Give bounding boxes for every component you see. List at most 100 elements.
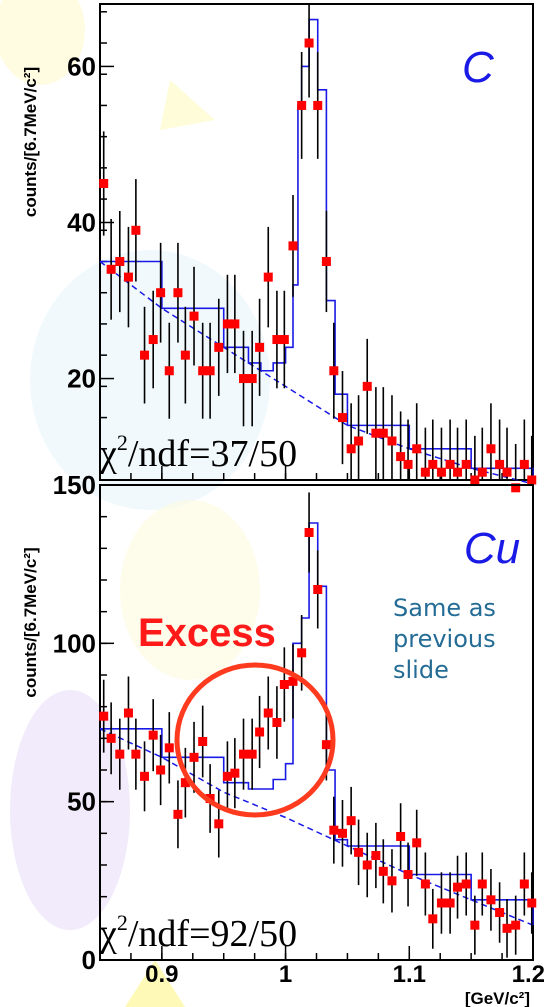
data-point: [99, 711, 109, 721]
data-point: [205, 366, 215, 376]
note-line: previous: [393, 625, 496, 653]
data-point: [164, 366, 174, 376]
data-point: [189, 752, 199, 762]
data-point: [387, 876, 397, 886]
data-point: [396, 832, 406, 841]
data-point: [279, 680, 289, 689]
data-point: [189, 311, 199, 321]
data-point: [272, 335, 282, 345]
data-point: [247, 749, 257, 759]
fit-histogram: [100, 522, 534, 926]
data-point: [428, 914, 438, 924]
chi2-label: χ2/ndf=37/50: [99, 430, 297, 475]
data-point: [511, 920, 521, 930]
panel-label: C: [462, 43, 495, 92]
data-point: [420, 879, 430, 889]
data-point: [527, 475, 537, 485]
panel-carbon: 20 40 60 counts/[6.7MeV/c²] Cχ2/ndf=37/50: [21, 3, 537, 493]
data-point: [371, 428, 381, 438]
data-point: [255, 342, 265, 352]
data-point: [354, 847, 364, 857]
x-tick-label: 1.2: [512, 961, 545, 988]
data-point: [445, 898, 455, 908]
data-point: [247, 374, 257, 384]
data-point: [288, 241, 298, 251]
x-axis-title: [GeV/c²]: [465, 989, 530, 1007]
data-point: [148, 730, 158, 740]
data-point: [230, 768, 240, 778]
data-point: [263, 272, 273, 282]
data-point: [198, 366, 208, 376]
panel-label: Cu: [464, 524, 520, 573]
data-point: [115, 749, 125, 759]
note-line: Same as: [393, 594, 496, 622]
data-point: [239, 374, 249, 384]
data-point: [502, 467, 512, 477]
y-axis-title: counts/[6.7MeV/c²]: [21, 547, 40, 697]
data-point: [99, 178, 109, 188]
data-point: [198, 737, 208, 746]
data-point: [239, 749, 249, 759]
y-tick-label: 100: [53, 628, 96, 658]
data-point: [321, 257, 331, 267]
data-point: [346, 444, 356, 454]
data-point: [304, 38, 314, 48]
data-point: [106, 264, 116, 274]
data-point: [115, 257, 125, 267]
data-point: [156, 765, 166, 775]
data-point: [519, 879, 529, 889]
y-tick-label: 150: [53, 470, 96, 500]
data-point: [180, 778, 190, 788]
data-point: [131, 749, 141, 759]
data-point: [313, 585, 323, 594]
data-point: [453, 467, 463, 477]
note-line: slide: [393, 656, 449, 684]
data-point: [403, 459, 413, 469]
data-point: [428, 459, 438, 469]
y-tick-label: 0: [82, 945, 96, 975]
data-point: [140, 771, 150, 781]
excess-circle: [174, 662, 336, 818]
data-point: [329, 366, 339, 376]
data-point: [180, 350, 190, 360]
data-point: [378, 866, 388, 876]
data-point: [436, 467, 446, 477]
data-point: [255, 727, 265, 737]
data-point: [387, 436, 397, 446]
data-point: [140, 350, 150, 360]
data-point: [164, 743, 174, 753]
data-point: [371, 851, 381, 860]
data-point: [461, 459, 471, 469]
data-point: [477, 467, 487, 477]
excess-annotation: Excess: [138, 611, 276, 655]
data-point: [378, 428, 388, 438]
data-point: [222, 319, 232, 329]
data-point: [362, 860, 372, 870]
data-point: [337, 413, 347, 423]
data-point: [436, 898, 446, 908]
chi2-label: χ2/ndf=92/50: [99, 910, 297, 955]
data-point: [173, 288, 183, 298]
data-point: [453, 882, 463, 892]
data-point: [173, 809, 183, 819]
y-tick-label: 20: [67, 364, 96, 394]
data-point: [412, 838, 422, 848]
data-point: [486, 895, 496, 905]
data-point: [403, 870, 413, 879]
data-point: [495, 908, 505, 917]
data-point: [272, 718, 282, 727]
data-point: [304, 528, 314, 537]
data-point: [123, 708, 133, 718]
data-point: [420, 467, 430, 477]
data-point: [106, 733, 116, 743]
y-tick-label: 40: [67, 207, 96, 237]
panel-copper: 0 50 100 150 counts/[6.7MeV/c²] Cu χ2/ndf=92/5…: [21, 470, 545, 1007]
data-point: [123, 272, 133, 282]
data-point: [495, 459, 505, 469]
data-point: [148, 335, 158, 345]
data-point: [527, 898, 537, 908]
data-point: [131, 225, 141, 235]
x-tick-label: 1: [279, 961, 292, 988]
data-point: [470, 475, 480, 485]
data-point: [445, 459, 455, 469]
